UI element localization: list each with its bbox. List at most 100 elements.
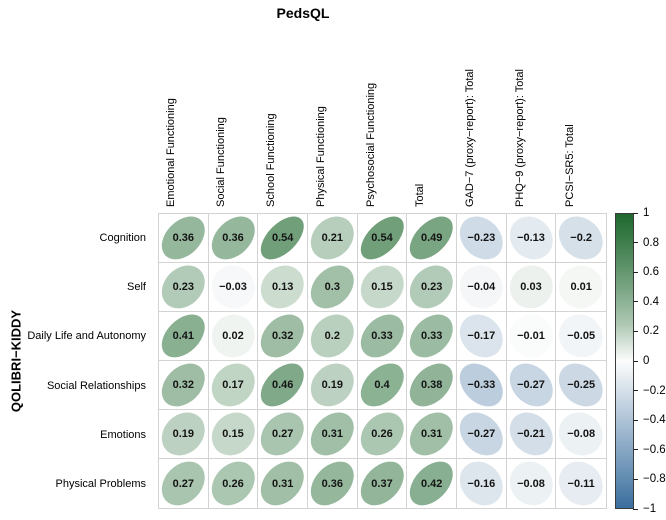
row-label: Emotions xyxy=(100,429,146,441)
matrix-cell: −0.13 xyxy=(506,214,557,263)
matrix-cell: 0.54 xyxy=(357,214,408,263)
matrix-cell: 0.03 xyxy=(506,263,557,312)
correlation-ellipse xyxy=(459,461,503,506)
correlation-value: 0.26 xyxy=(371,428,393,440)
correlation-ellipse xyxy=(410,314,454,358)
colorbar-tick-label: 0 xyxy=(643,355,650,367)
matrix-cell: 0.02 xyxy=(208,312,259,361)
matrix-cell: 0.26 xyxy=(209,459,259,508)
matrix-cell: 0.33 xyxy=(407,312,457,361)
correlation-value: 0.15 xyxy=(371,281,393,293)
correlation-value: 0.19 xyxy=(172,428,195,440)
matrix-cell: 0.31 xyxy=(407,410,457,459)
correlation-value: 0.42 xyxy=(420,477,443,490)
correlation-ellipse xyxy=(410,461,454,506)
correlation-value: 0.32 xyxy=(172,379,195,391)
correlation-value: 0.31 xyxy=(420,428,443,440)
correlation-value: 0.21 xyxy=(321,232,344,244)
correlation-ellipse xyxy=(459,363,503,407)
correlation-ellipse xyxy=(261,314,305,358)
matrix-cell: −0.08 xyxy=(556,410,606,459)
matrix-cell: 0.4 xyxy=(357,361,408,410)
matrix-cell: 0.3 xyxy=(308,263,358,312)
colorbar-tick-label: 1 xyxy=(643,207,650,219)
matrix-cell: 0.26 xyxy=(357,410,408,459)
matrix-cell: −0.04 xyxy=(457,263,507,312)
matrix-cell: −0.25 xyxy=(556,361,606,410)
correlation-value: 0.23 xyxy=(172,281,195,293)
correlation-value: 0.38 xyxy=(420,379,443,391)
correlation-ellipse xyxy=(459,412,503,456)
correlation-value: −0.03 xyxy=(219,281,247,293)
y-group-title: QOLIBRI−KIDDY xyxy=(8,309,24,413)
correlation-ellipse xyxy=(459,265,503,309)
correlation-value: 0.17 xyxy=(222,379,244,391)
matrix-cell: −0.01 xyxy=(506,312,557,361)
correlation-value: 0.36 xyxy=(222,232,244,244)
colorbar-tick-label: 0.6 xyxy=(643,266,659,279)
correlation-value: 0.13 xyxy=(271,281,294,293)
correlation-ellipse xyxy=(559,461,604,506)
matrix-cell: −0.03 xyxy=(208,263,259,312)
correlation-value: −0.08 xyxy=(567,428,596,440)
colorbar-tick-mark xyxy=(633,242,638,244)
colorbar-tick-mark xyxy=(633,449,638,451)
colorbar-tick-mark xyxy=(633,330,638,332)
correlation-ellipse xyxy=(310,363,354,407)
correlation-value: 0.03 xyxy=(520,281,542,293)
colorbar-gradient xyxy=(615,213,634,509)
correlation-value: −0.13 xyxy=(517,232,545,244)
colorbar-tick-mark xyxy=(633,419,638,421)
correlation-ellipse xyxy=(161,314,205,358)
correlation-ellipse xyxy=(509,363,553,407)
correlation-ellipse xyxy=(360,363,404,407)
correlation-ellipse xyxy=(360,461,404,506)
matrix-cell: 0.36 xyxy=(159,214,209,263)
correlation-value: 0.31 xyxy=(321,428,344,440)
correlation-ellipse xyxy=(459,216,503,260)
correlation-ellipse xyxy=(310,461,354,506)
correlation-value: 0.54 xyxy=(371,232,393,244)
column-label: Total xyxy=(414,183,427,207)
correlation-ellipse xyxy=(360,265,404,309)
correlation-value: −0.27 xyxy=(517,379,545,391)
correlation-value: −0.23 xyxy=(467,232,496,244)
correlation-value: 0.15 xyxy=(222,428,244,440)
matrix-cell: 0.01 xyxy=(556,263,606,312)
matrix-cell: 0.32 xyxy=(258,312,308,361)
correlation-ellipse xyxy=(410,363,454,407)
matrix-cell: −0.05 xyxy=(556,312,606,361)
matrix-cell: 0.31 xyxy=(308,410,358,459)
matrix-cell: −0.33 xyxy=(457,361,507,410)
x-group-title: PedsQL xyxy=(276,5,330,21)
correlation-ellipse xyxy=(161,412,205,456)
correlation-value: 0.32 xyxy=(271,330,294,342)
matrix-cell: 0.19 xyxy=(308,361,358,410)
correlation-ellipse xyxy=(559,265,604,309)
correlation-value: 0.36 xyxy=(172,232,195,244)
matrix-cell: −0.27 xyxy=(457,410,507,459)
correlation-value: 0.49 xyxy=(420,232,443,244)
matrix-cell: 0.36 xyxy=(308,459,358,508)
correlation-ellipse xyxy=(509,461,553,506)
colorbar-tick-mark xyxy=(633,301,638,303)
correlation-value: −0.01 xyxy=(517,330,545,342)
correlation-ellipse xyxy=(459,314,503,358)
correlation-ellipse xyxy=(410,216,454,260)
colorbar-tick-label: −0.6 xyxy=(643,443,666,456)
correlation-value: −0.21 xyxy=(517,428,545,440)
matrix-cell: 0.46 xyxy=(258,361,308,410)
correlation-value: 0.33 xyxy=(420,330,443,342)
correlation-value: 0.41 xyxy=(172,330,195,342)
correlation-value: 0.33 xyxy=(371,330,393,342)
matrix-cell: 0.36 xyxy=(208,214,259,263)
matrix-cell: 0.32 xyxy=(159,361,209,410)
colorbar-tick-mark xyxy=(633,390,638,392)
colorbar-tick-label: −0.4 xyxy=(643,414,666,427)
correlation-ellipse xyxy=(310,314,354,358)
correlation-ellipse xyxy=(261,461,305,506)
correlation-ellipse xyxy=(211,461,255,506)
correlation-value: −0.11 xyxy=(567,477,595,490)
column-label: School Functioning xyxy=(264,113,277,207)
correlation-ellipse xyxy=(509,265,553,309)
